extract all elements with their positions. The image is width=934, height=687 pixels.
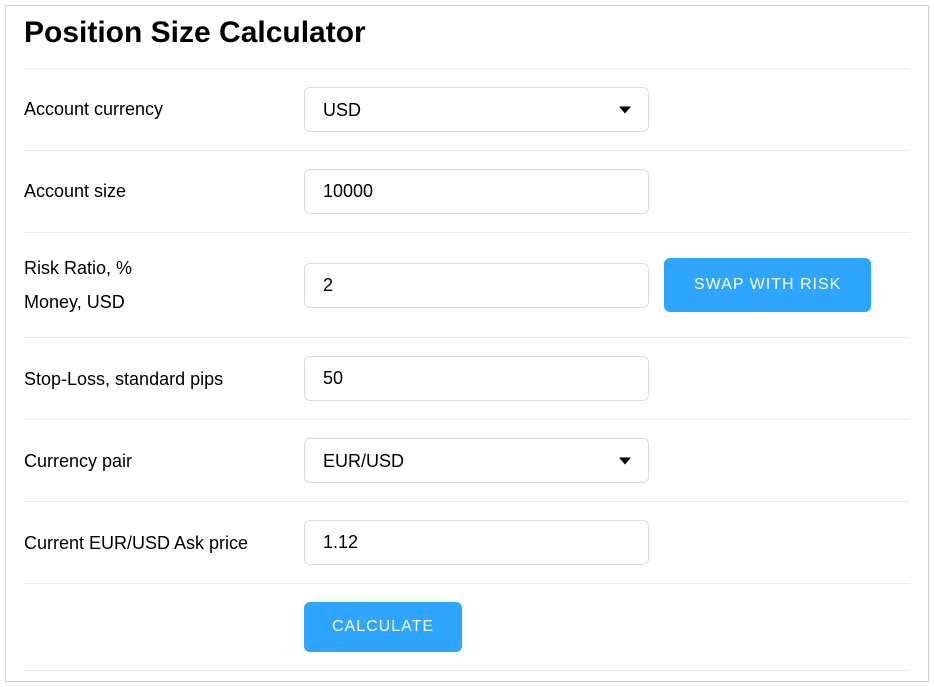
- label-stop-loss: Stop-Loss, standard pips: [24, 364, 304, 395]
- account-size-input[interactable]: [304, 169, 649, 214]
- risk-ratio-input[interactable]: [304, 263, 649, 308]
- label-account-currency: Account currency: [24, 94, 304, 125]
- row-stop-loss: Stop-Loss, standard pips: [24, 337, 910, 419]
- row-account-size: Account size: [24, 150, 910, 232]
- account-currency-select[interactable]: USD: [304, 87, 649, 132]
- select-wrapper-pair: EUR/USD: [304, 438, 649, 483]
- label-risk-ratio: Risk Ratio, % Money, USD: [24, 251, 304, 319]
- row-account-currency: Account currency USD: [24, 68, 910, 150]
- ask-price-input[interactable]: [304, 520, 649, 565]
- row-currency-pair: Currency pair EUR/USD: [24, 419, 910, 501]
- page-title: Position Size Calculator: [24, 16, 910, 50]
- label-currency-pair: Currency pair: [24, 446, 304, 477]
- label-risk-ratio-line2: Money, USD: [24, 285, 304, 319]
- calculator-container: Position Size Calculator Account currenc…: [5, 5, 929, 682]
- calculate-button[interactable]: CALCULATE: [304, 602, 462, 652]
- label-risk-ratio-line1: Risk Ratio, %: [24, 251, 304, 285]
- currency-pair-select[interactable]: EUR/USD: [304, 438, 649, 483]
- row-ask-price: Current EUR/USD Ask price: [24, 501, 910, 583]
- stop-loss-input[interactable]: [304, 356, 649, 401]
- swap-with-risk-button[interactable]: SWAP WITH RISK: [664, 258, 871, 312]
- select-wrapper-currency: USD: [304, 87, 649, 132]
- label-account-size: Account size: [24, 176, 304, 207]
- label-ask-price: Current EUR/USD Ask price: [24, 528, 304, 559]
- row-calculate: CALCULATE: [24, 583, 910, 671]
- row-risk-ratio: Risk Ratio, % Money, USD SWAP WITH RISK: [24, 232, 910, 337]
